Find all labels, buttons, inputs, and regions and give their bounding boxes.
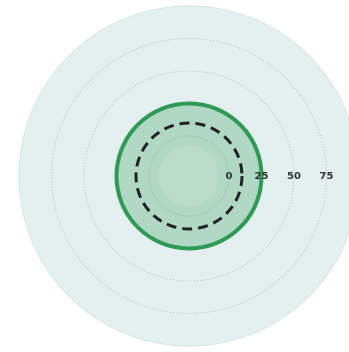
grid-ring — [51, 38, 327, 314]
dashed-ring — [134, 121, 244, 231]
grid-ring — [148, 135, 230, 217]
grid-ring — [83, 70, 295, 282]
r-tick-label: 75 — [320, 171, 334, 182]
r-tick-label: 0 — [226, 171, 233, 182]
value-disk — [114, 101, 264, 251]
r-tick-label: 50 — [287, 171, 301, 182]
r-tick-label: 25 — [255, 171, 269, 182]
inner-disk — [159, 146, 219, 206]
